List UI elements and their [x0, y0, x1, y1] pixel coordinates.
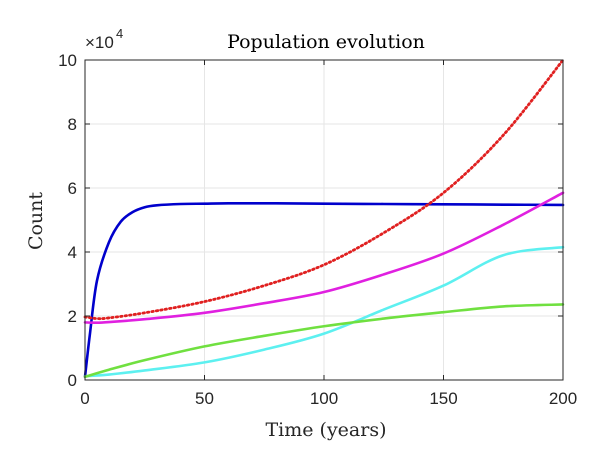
y-axis-title: Count [25, 192, 47, 250]
y-exponent-power: 4 [116, 26, 123, 41]
y-tick-label: 0 [68, 371, 77, 390]
x-tick-label: 150 [429, 389, 457, 408]
x-axis-title: Time (years) [265, 419, 386, 441]
series-line-2 [83, 58, 565, 321]
axis-ticks: 0 50 100 150 200 0 2 4 6 8 10 [58, 51, 577, 408]
series-layer [83, 58, 565, 379]
y-tick-label: 2 [68, 307, 77, 326]
chart-title: Population evolution [227, 31, 425, 53]
y-exponent-base: ×10 [85, 33, 114, 52]
series-line-1 [83, 202, 565, 379]
y-tick-label: 4 [68, 243, 77, 262]
x-tick-label: 200 [549, 389, 577, 408]
series-line-5 [83, 303, 565, 379]
x-tick-label: 50 [195, 389, 214, 408]
x-tick-label: 0 [80, 389, 89, 408]
y-tick-label: 10 [58, 51, 77, 70]
y-tick-label: 8 [68, 115, 77, 134]
series-line-4 [83, 245, 565, 378]
series-line-3 [83, 191, 565, 325]
x-tick-label: 100 [310, 389, 338, 408]
y-tick-label: 6 [68, 179, 77, 198]
